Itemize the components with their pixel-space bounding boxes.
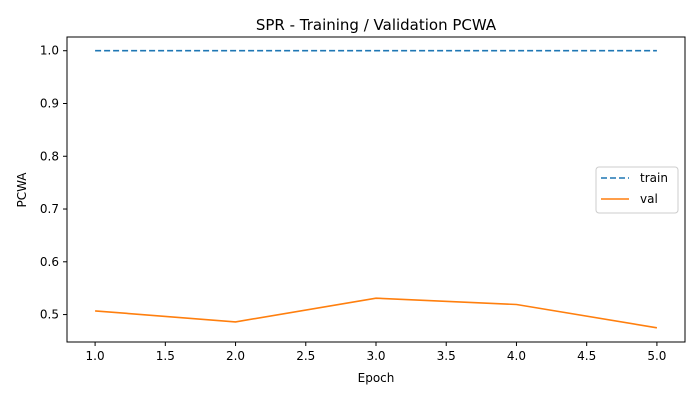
- y-axis-label: PCWA: [15, 172, 29, 208]
- x-tick-label: 5.0: [647, 349, 666, 363]
- axes-frame: [66, 36, 686, 343]
- x-tick-label: 1.5: [156, 349, 175, 363]
- x-axis-ticks: 1.0 1.5 2.0 2.5 3.0 3.5 4.0 4.5 5.0: [86, 342, 666, 363]
- legend-box: [595, 166, 679, 214]
- y-tick-label: 0.6: [40, 255, 59, 269]
- legend-val-label: val: [640, 192, 658, 206]
- chart-title: SPR - Training / Validation PCWA: [256, 16, 497, 34]
- plot-area: [95, 49, 658, 329]
- y-axis-ticks: 0.5 0.6 0.7 0.8 0.9 1.0: [40, 44, 67, 322]
- legend-train-label: train: [640, 171, 668, 185]
- x-tick-label: 2.0: [226, 349, 245, 363]
- x-tick-label: 2.5: [296, 349, 315, 363]
- y-tick-label: 0.7: [40, 202, 59, 216]
- x-axis-label: Epoch: [358, 371, 395, 385]
- x-tick-label: 4.0: [507, 349, 526, 363]
- y-tick-label: 0.9: [40, 96, 59, 110]
- y-tick-label: 1.0: [40, 44, 59, 58]
- y-tick-label: 0.8: [40, 149, 59, 163]
- x-tick-label: 4.5: [577, 349, 596, 363]
- legend: train val: [595, 166, 679, 214]
- x-tick-label: 1.0: [86, 349, 105, 363]
- y-tick-label: 0.5: [40, 308, 59, 322]
- series-line-val: [95, 297, 658, 329]
- x-tick-label: 3.0: [366, 349, 385, 363]
- x-tick-label: 3.5: [437, 349, 456, 363]
